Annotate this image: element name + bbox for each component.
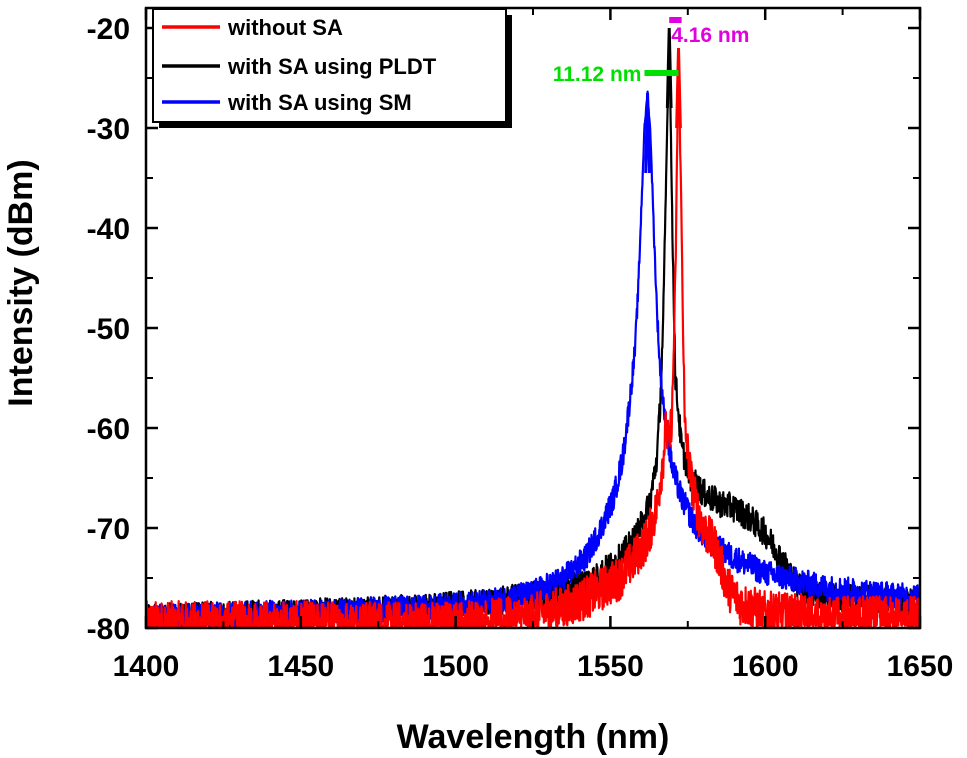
y-tick-label: -80 bbox=[87, 613, 130, 646]
legend-label-pldt: with SA using PLDT bbox=[227, 54, 437, 79]
y-tick-label: -50 bbox=[87, 313, 130, 346]
x-tick-label: 1550 bbox=[577, 650, 644, 683]
y-tick-label: -60 bbox=[87, 413, 130, 446]
y-tick-label: -30 bbox=[87, 113, 130, 146]
y-tick-label: -20 bbox=[87, 13, 130, 46]
x-tick-label: 1600 bbox=[732, 650, 799, 683]
series-peak-pldt bbox=[665, 27, 673, 109]
legend-label-sm: with SA using SM bbox=[227, 90, 412, 115]
x-tick-label: 1650 bbox=[887, 650, 954, 683]
x-tick-label: 1450 bbox=[267, 650, 334, 683]
annotation-label-11-12nm: 11.12 nm bbox=[553, 63, 642, 86]
annotation-label-4-16nm: 4.16 nm bbox=[671, 24, 749, 47]
x-axis-title: Wavelength (nm) bbox=[397, 718, 670, 756]
series-peak-without-sa bbox=[675, 47, 682, 129]
series-line-without-sa bbox=[144, 55, 921, 630]
legend-label-without-sa: without SA bbox=[227, 15, 343, 40]
y-tick-label: -40 bbox=[87, 213, 130, 246]
annotations: 11.12 nm 4.16 nm bbox=[553, 17, 749, 86]
y-tick-label: -70 bbox=[87, 513, 130, 546]
x-tick-label: 1400 bbox=[113, 650, 180, 683]
y-axis-title: Intensity (dBm) bbox=[2, 159, 40, 406]
y-tick-labels: -20 -30 -40 -50 -60 -70 -80 bbox=[87, 13, 130, 646]
series-line-sm bbox=[144, 90, 921, 629]
legend: without SA with SA using PLDT with SA us… bbox=[152, 8, 512, 128]
series-peak-sm bbox=[644, 92, 651, 174]
x-tick-labels: 1400 1450 1500 1550 1600 1650 bbox=[113, 650, 954, 683]
x-tick-label: 1500 bbox=[422, 650, 489, 683]
series-layer bbox=[144, 27, 921, 630]
